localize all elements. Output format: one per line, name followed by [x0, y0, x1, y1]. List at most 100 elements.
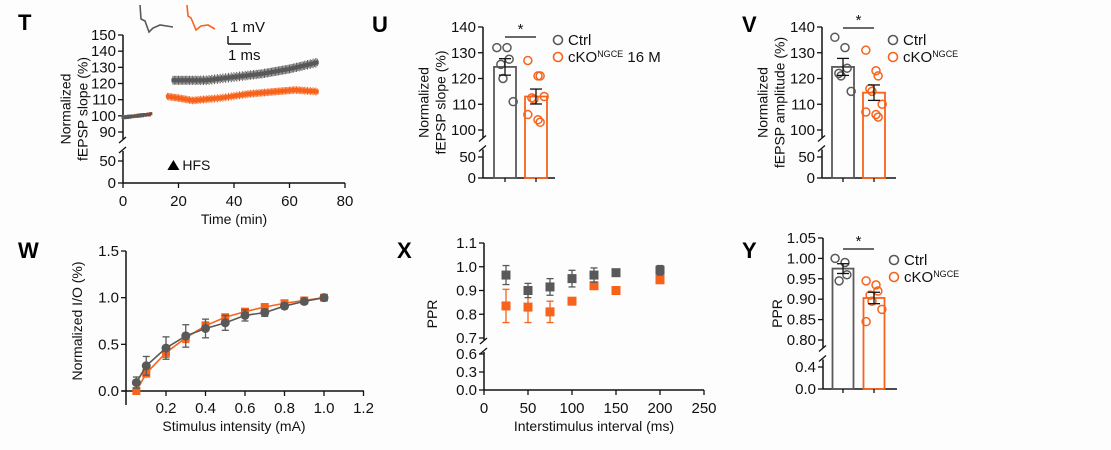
- y-tick-label: 50: [459, 149, 476, 166]
- y-tick-label: 150: [91, 27, 116, 44]
- y-tick-label: 120: [790, 71, 815, 88]
- data-point-ctrl: [508, 96, 518, 107]
- y-tick-label: 0.85: [787, 312, 816, 329]
- data-point-cko: [529, 94, 539, 104]
- data-point-cko: [535, 71, 545, 81]
- y-tick-label: 0: [807, 170, 815, 187]
- legend-marker-cko: [888, 271, 900, 283]
- bar-cko: [862, 91, 886, 179]
- series-ctrl: [501, 264, 665, 299]
- y-tick-label: 0.4: [795, 359, 816, 376]
- legend-label-cko: cKONGCE 16 M: [568, 49, 661, 66]
- data-point-cko: [871, 109, 881, 120]
- data-point: [589, 270, 599, 280]
- data-point-ctrl: [830, 253, 840, 264]
- axis-break-mark: [818, 345, 827, 352]
- cko-waveform-icon: [186, 4, 216, 32]
- y-tick-label: 90: [99, 124, 116, 141]
- data-point-cko: [535, 117, 545, 128]
- data-point: [655, 265, 665, 275]
- data-point-ctrl: [842, 269, 852, 280]
- x-tick-label: 0: [480, 400, 488, 417]
- x-tick-label: 50: [520, 400, 537, 417]
- y-tick-label: 110: [791, 96, 815, 113]
- scalebar-voltage-label: 1 mV: [230, 19, 265, 36]
- data-point-cko: [861, 316, 871, 327]
- y-axis-label: Normalized: [416, 67, 432, 138]
- panel-label: Y: [742, 238, 757, 263]
- y-tick-label: 0.6: [456, 346, 477, 363]
- data-point-cko: [523, 55, 533, 66]
- legend-marker-ctrl: [552, 34, 564, 46]
- y-tick-label: 0.95: [787, 271, 816, 288]
- data-point: [523, 302, 533, 312]
- x-tick-label: 100: [559, 400, 584, 417]
- y-tick-label: 110: [92, 92, 116, 109]
- x-axis-label: Stimulus intensity (mA): [162, 418, 305, 434]
- legend-label-ctrl: Ctrl: [904, 252, 927, 269]
- data-point-ctrl: [840, 257, 850, 268]
- y-tick-label: 0.0: [98, 383, 119, 400]
- y-tick-label: 100: [91, 108, 116, 125]
- y-axis-label: Normalized: [58, 74, 74, 145]
- trace-point: [315, 60, 319, 65]
- x-axis-label: Interstimulus interval (ms): [514, 418, 674, 434]
- panel-W: W 0.0 0.5 1.0 1.5 0.2 0.4 0.6 0.8 1.0 1.2 Stimulus …: [18, 238, 374, 434]
- data-point: [545, 282, 555, 292]
- data-point: [523, 286, 533, 295]
- significance-star: *: [518, 21, 524, 38]
- y-tick-label: 140: [451, 19, 476, 36]
- legend-label-cko: cKONGCE: [903, 49, 958, 66]
- data-point: [611, 268, 621, 278]
- data-point-cko: [861, 107, 871, 117]
- data-point: [201, 323, 210, 333]
- ctrl-waveform-icon: [139, 4, 174, 34]
- data-point-cko: [867, 86, 877, 97]
- axis-break-mark: [479, 337, 488, 345]
- legend-label-cko: cKONGCE: [904, 269, 959, 286]
- data-point-ctrl: [498, 73, 508, 84]
- y-tick-label: 100: [451, 122, 476, 139]
- x-tick-label: 0.8: [274, 400, 295, 417]
- data-point-cko: [873, 286, 883, 296]
- panel-label: X: [397, 238, 412, 263]
- x-tick-label: 60: [281, 193, 298, 210]
- trace-point: [315, 89, 319, 94]
- y-tick-label: 0.80: [787, 332, 816, 349]
- axis-break-gap: [120, 139, 126, 151]
- data-point-ctrl: [502, 42, 512, 53]
- series-cko: [501, 275, 665, 324]
- y-tick-label: 1.5: [98, 243, 119, 260]
- y-tick-label: 110: [452, 96, 476, 113]
- data-point: [260, 303, 269, 311]
- x-tick-label: 1.0: [314, 400, 335, 417]
- y-axis-label: Normalized I/O (%): [69, 261, 85, 380]
- y-tick-label: 1.05: [787, 230, 816, 247]
- data-point-cko: [873, 112, 883, 122]
- hfs-triangle-icon: [167, 160, 180, 170]
- y-tick-label: 0.8: [456, 306, 477, 323]
- panel-X: X 0.7 0.8 0.9 1.0 1.1 0.00.30.6 0 50 100 150 200 250…: [397, 235, 717, 434]
- data-point: [220, 318, 230, 328]
- data-point: [161, 343, 171, 353]
- panel-V: V 100 110 120 130 140 0 50 Normalized fEPSP ampli…: [742, 12, 958, 187]
- data-point-cko: [867, 296, 877, 306]
- data-point-cko: [539, 91, 549, 102]
- y-tick-label: 130: [790, 45, 815, 62]
- bar-ctrl: [831, 267, 855, 390]
- data-point: [589, 281, 599, 291]
- data-point-cko: [877, 99, 887, 109]
- axis-break-mark: [118, 146, 127, 154]
- y-tick-label: 50: [798, 149, 815, 166]
- data-point-cko: [533, 114, 543, 125]
- axis-break-gap: [481, 340, 487, 352]
- legend-marker-ctrl: [888, 254, 900, 266]
- panel-label: U: [372, 12, 388, 37]
- bar-ctrl: [831, 66, 855, 179]
- axis-break-gap: [819, 137, 825, 150]
- axis-break-mark: [478, 145, 487, 152]
- axis-break-mark: [817, 135, 826, 142]
- y-tick-label: 0.3: [456, 364, 477, 381]
- data-point: [501, 301, 511, 311]
